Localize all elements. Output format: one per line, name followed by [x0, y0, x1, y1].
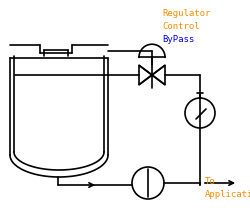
Polygon shape: [152, 65, 165, 85]
Text: Control: Control: [162, 22, 200, 31]
Text: ByPass: ByPass: [162, 35, 194, 44]
Text: Application: Application: [205, 190, 250, 199]
Polygon shape: [139, 65, 152, 85]
Text: Regulator: Regulator: [162, 9, 210, 18]
Text: To: To: [205, 177, 216, 186]
